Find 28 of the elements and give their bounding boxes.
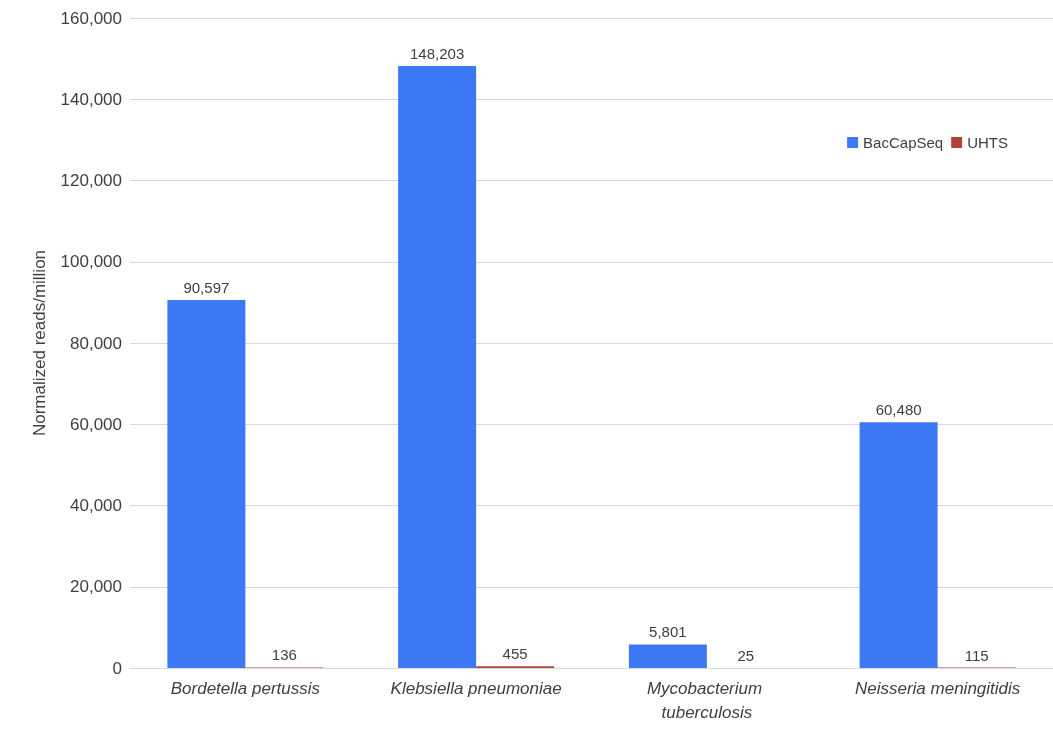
y-tick-label: 160,000 — [60, 8, 122, 28]
y-tick-label: 100,000 — [60, 252, 122, 272]
data-label: 25 — [737, 646, 755, 664]
y-tick-label: 120,000 — [60, 171, 122, 190]
y-tick-label: 0 — [112, 658, 122, 678]
legend-label: UHTS — [967, 134, 1009, 151]
data-label: 115 — [964, 646, 989, 664]
data-label: 136 — [271, 646, 297, 664]
legend-label: BacCapSeq — [863, 134, 944, 151]
x-tick-label: Bordetella pertussis — [170, 678, 321, 698]
y-tick-label: 20,000 — [70, 577, 122, 597]
y-tick-label: 80,000 — [70, 333, 122, 353]
x-tick-label: Klebsiella pneumoniae — [390, 678, 562, 698]
data-label: 148,203 — [410, 44, 465, 62]
x-tick-label: Neisseria meningitidis — [854, 678, 1021, 698]
bar — [167, 299, 246, 668]
y-tick-label: 60,000 — [70, 414, 122, 434]
data-label: 5,801 — [649, 623, 687, 641]
bar — [859, 422, 938, 668]
y-axis-title: Normalized reads/million — [30, 249, 49, 437]
bar — [628, 644, 707, 668]
y-tick-label: 140,000 — [60, 89, 122, 109]
x-tick-label: Mycobacterium tuberculosis — [646, 678, 767, 722]
data-label: 455 — [502, 645, 528, 663]
y-tick-label: 40,000 — [70, 496, 122, 515]
data-label: 60,480 — [875, 401, 922, 419]
data-label: 90,597 — [183, 278, 230, 296]
bar — [398, 65, 477, 668]
